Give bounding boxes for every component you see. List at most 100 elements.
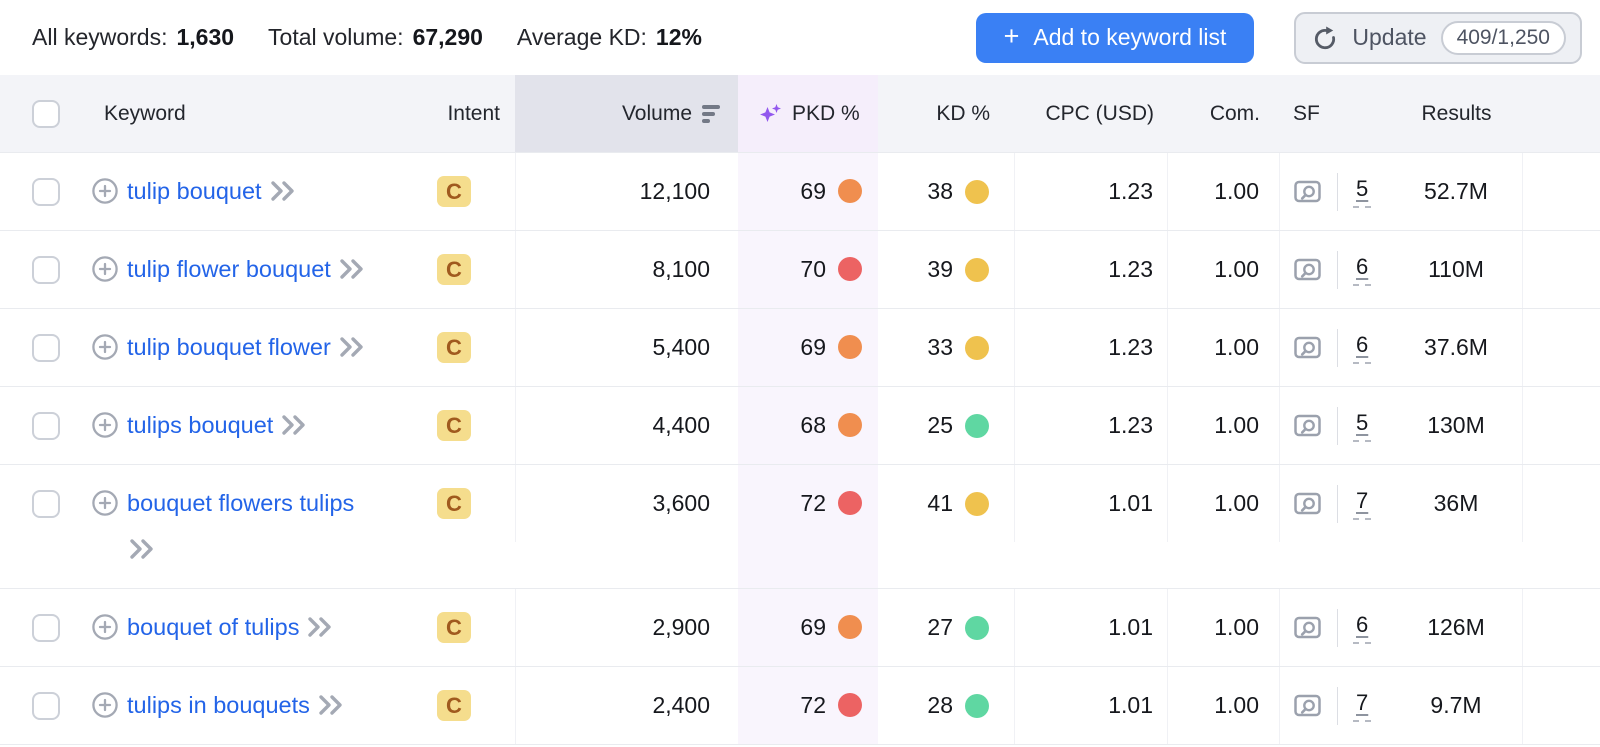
sf-divider bbox=[1337, 609, 1338, 647]
row-spacer bbox=[1523, 231, 1600, 308]
column-header-sf[interactable]: SF bbox=[1293, 101, 1320, 125]
keyword-link[interactable]: tulips bouquet bbox=[127, 411, 274, 438]
kd-value: 33 bbox=[927, 334, 953, 360]
intent-badge: C bbox=[437, 253, 471, 286]
serp-features-icon[interactable] bbox=[1293, 335, 1323, 361]
serp-features-icon[interactable] bbox=[1293, 257, 1323, 283]
kd-value: 25 bbox=[927, 412, 953, 438]
sf-cell: 6 bbox=[1280, 309, 1390, 386]
intent-badge: C bbox=[437, 487, 471, 520]
keyword-link[interactable]: tulip bouquet flower bbox=[127, 333, 331, 360]
kd-cell: 41 bbox=[878, 465, 1015, 542]
serp-features-icon[interactable] bbox=[1293, 693, 1323, 719]
table-row: tulip bouquet flower C 5,400 69 33 1.23 … bbox=[0, 309, 1600, 387]
row-checkbox[interactable] bbox=[32, 489, 60, 518]
stat-all-keywords: All keywords: 1,630 bbox=[32, 24, 234, 51]
sf-count[interactable]: 6 bbox=[1353, 612, 1372, 645]
serp-features-icon[interactable] bbox=[1293, 413, 1323, 439]
double-chevron-icon[interactable] bbox=[338, 332, 366, 362]
column-header-keyword[interactable]: Keyword bbox=[104, 101, 186, 125]
column-header-volume[interactable]: Volume bbox=[515, 75, 738, 152]
results-value: 36M bbox=[1390, 465, 1523, 542]
column-header-pkd[interactable]: PKD % bbox=[738, 75, 878, 152]
row-checkbox[interactable] bbox=[32, 255, 60, 284]
add-keyword-plus-icon[interactable] bbox=[90, 254, 120, 284]
column-header-intent[interactable]: Intent bbox=[447, 101, 500, 125]
column-header-com[interactable]: Com. bbox=[1209, 101, 1260, 125]
column-header-cpc[interactable]: CPC (USD) bbox=[1045, 101, 1155, 125]
sf-count[interactable]: 5 bbox=[1353, 410, 1372, 443]
com-value: 1.00 bbox=[1168, 387, 1280, 464]
pkd-cell: 69 bbox=[738, 309, 878, 386]
double-chevron-icon[interactable] bbox=[280, 410, 308, 440]
add-keyword-plus-icon[interactable] bbox=[90, 176, 120, 206]
keyword-cell: bouquet of tulips bbox=[88, 589, 432, 666]
pkd-value: 72 bbox=[800, 490, 826, 516]
stat-value: 1,630 bbox=[176, 24, 235, 50]
kd-cell: 25 bbox=[878, 387, 1015, 464]
volume-value: 12,100 bbox=[515, 153, 738, 230]
sf-count[interactable]: 5 bbox=[1353, 176, 1372, 209]
keyword-link[interactable]: bouquet flowers tulips bbox=[127, 489, 355, 516]
kd-difficulty-dot bbox=[965, 257, 989, 282]
column-header-kd[interactable]: KD % bbox=[936, 101, 990, 125]
serp-features-icon[interactable] bbox=[1293, 179, 1323, 205]
kd-cell: 28 bbox=[878, 667, 1015, 744]
sf-divider bbox=[1337, 251, 1338, 289]
com-value: 1.00 bbox=[1168, 667, 1280, 744]
pkd-difficulty-dot bbox=[838, 491, 862, 515]
row-checkbox[interactable] bbox=[32, 411, 60, 440]
kd-difficulty-dot bbox=[965, 179, 989, 204]
pkd-difficulty-dot bbox=[838, 693, 862, 717]
sf-count[interactable]: 6 bbox=[1353, 332, 1372, 365]
double-chevron-icon[interactable] bbox=[269, 176, 297, 206]
summary-toolbar: All keywords: 1,630 Total volume: 67,290… bbox=[0, 0, 1600, 75]
row-checkbox[interactable] bbox=[32, 333, 60, 362]
sf-count[interactable]: 7 bbox=[1353, 690, 1372, 723]
table-row: tulips bouquet C 4,400 68 25 1.23 1.00 bbox=[0, 387, 1600, 465]
sf-cell: 6 bbox=[1280, 589, 1390, 666]
serp-features-icon[interactable] bbox=[1293, 615, 1323, 641]
add-keyword-plus-icon[interactable] bbox=[90, 410, 120, 440]
add-keyword-plus-icon[interactable] bbox=[90, 488, 120, 518]
keyword-link[interactable]: tulip bouquet bbox=[127, 177, 262, 204]
pkd-value: 70 bbox=[800, 256, 826, 282]
add-button-label: Add to keyword list bbox=[1033, 24, 1227, 50]
pkd-cell: 68 bbox=[738, 387, 878, 464]
table-body: tulip bouquet C 12,100 69 38 1.23 1.00 bbox=[0, 153, 1600, 745]
table-header-row: Keyword Intent Volume PKD % KD % CPC (US… bbox=[0, 75, 1600, 153]
cpc-value: 1.23 bbox=[1015, 231, 1168, 308]
double-chevron-icon[interactable] bbox=[317, 690, 345, 720]
double-chevron-icon[interactable] bbox=[306, 612, 334, 642]
pkd-difficulty-dot bbox=[838, 615, 862, 639]
results-value: 37.6M bbox=[1390, 309, 1523, 386]
sf-count[interactable]: 7 bbox=[1353, 488, 1372, 521]
row-checkbox[interactable] bbox=[32, 177, 60, 206]
select-all-checkbox[interactable] bbox=[32, 99, 60, 128]
intent-badge: C bbox=[437, 409, 471, 442]
keyword-link[interactable]: bouquet of tulips bbox=[127, 613, 300, 640]
add-keyword-plus-icon[interactable] bbox=[90, 612, 120, 642]
pkd-value: 68 bbox=[800, 412, 826, 438]
add-to-keyword-list-button[interactable]: + Add to keyword list bbox=[975, 12, 1255, 63]
double-chevron-icon[interactable] bbox=[128, 534, 156, 564]
add-keyword-plus-icon[interactable] bbox=[90, 690, 120, 720]
sf-count[interactable]: 6 bbox=[1353, 254, 1372, 287]
table-row: tulip bouquet C 12,100 69 38 1.23 1.00 bbox=[0, 153, 1600, 231]
double-chevron-icon[interactable] bbox=[338, 254, 366, 284]
keyword-link[interactable]: tulip flower bouquet bbox=[127, 255, 331, 282]
sf-cell: 7 bbox=[1280, 465, 1390, 542]
serp-features-icon[interactable] bbox=[1293, 491, 1323, 517]
stat-label: Total volume: bbox=[268, 24, 404, 50]
update-button[interactable]: Update 409/1,250 bbox=[1294, 11, 1582, 64]
volume-value: 2,400 bbox=[515, 667, 738, 744]
add-keyword-plus-icon[interactable] bbox=[90, 332, 120, 362]
keyword-link[interactable]: tulips in bouquets bbox=[127, 691, 310, 718]
column-header-results[interactable]: Results bbox=[1421, 101, 1492, 125]
pkd-difficulty-dot bbox=[838, 257, 862, 281]
pkd-difficulty-dot bbox=[838, 413, 862, 437]
row-checkbox[interactable] bbox=[32, 691, 60, 720]
kd-value: 39 bbox=[927, 256, 953, 282]
ai-sparkle-icon bbox=[760, 103, 781, 122]
row-checkbox[interactable] bbox=[32, 613, 60, 642]
